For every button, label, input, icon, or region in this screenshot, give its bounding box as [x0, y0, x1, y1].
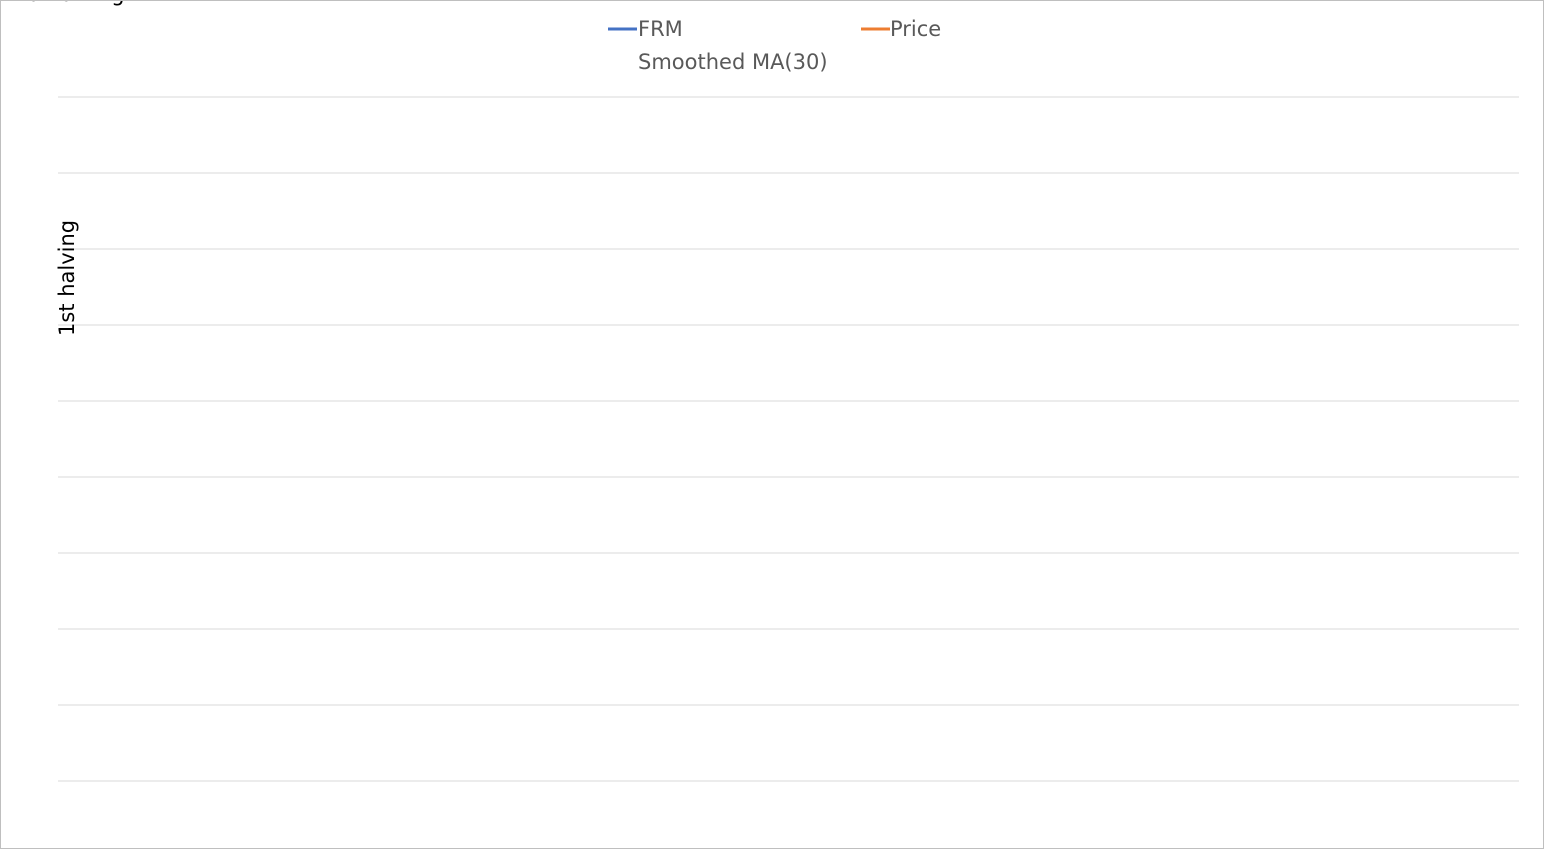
legend-label-frm: FRM	[638, 17, 683, 41]
annotations: 1st halving 2nd halving	[1, 1, 125, 336]
legend-label-smoothed-ma-30: Smoothed MA(30)	[638, 50, 828, 74]
gridlines	[58, 97, 1519, 781]
legend: FRM Price Smoothed MA(30)	[608, 17, 941, 74]
annotation-second-halving: 2nd halving	[1, 1, 125, 6]
legend-label-price: Price	[890, 17, 941, 41]
annotation-first-halving: 1st halving	[55, 220, 79, 336]
